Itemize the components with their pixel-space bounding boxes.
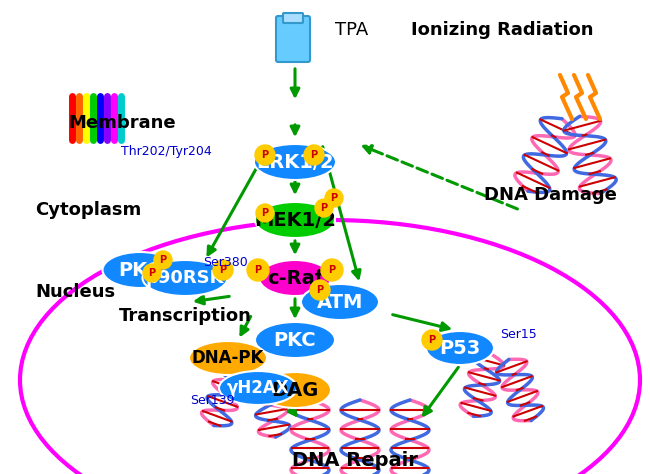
Text: P: P: [254, 265, 261, 275]
Circle shape: [304, 145, 324, 165]
Ellipse shape: [103, 252, 177, 288]
Text: P: P: [261, 208, 268, 218]
Text: ATM: ATM: [317, 292, 363, 311]
Text: PKC: PKC: [119, 261, 161, 280]
Circle shape: [310, 280, 330, 300]
Text: Nucleus: Nucleus: [35, 283, 115, 301]
Circle shape: [321, 259, 343, 281]
Circle shape: [154, 251, 172, 269]
Circle shape: [143, 264, 161, 282]
Text: P: P: [159, 255, 166, 265]
Text: P: P: [320, 203, 328, 213]
Text: Cytoplasm: Cytoplasm: [35, 201, 141, 219]
Text: Ionizing Radiation: Ionizing Radiation: [411, 21, 593, 39]
Text: Ser380: Ser380: [203, 255, 248, 268]
Text: PKC: PKC: [274, 330, 317, 349]
Text: c-Raf: c-Raf: [267, 268, 323, 288]
Ellipse shape: [301, 284, 379, 320]
Text: DNA Damage: DNA Damage: [484, 186, 616, 204]
Ellipse shape: [255, 322, 335, 358]
Text: Thr202/Tyr204: Thr202/Tyr204: [122, 146, 212, 158]
Text: P: P: [220, 265, 227, 275]
Circle shape: [256, 204, 274, 222]
Text: Membrane: Membrane: [68, 114, 176, 132]
Circle shape: [422, 330, 442, 350]
Text: ERK1/2: ERK1/2: [256, 153, 334, 172]
Text: DNA Repair: DNA Repair: [292, 450, 418, 470]
Circle shape: [247, 259, 269, 281]
Circle shape: [325, 189, 343, 207]
FancyBboxPatch shape: [283, 13, 303, 23]
Text: P: P: [317, 285, 324, 295]
Text: TPA: TPA: [335, 21, 369, 39]
Text: P: P: [330, 193, 337, 203]
Text: Ser139: Ser139: [190, 393, 234, 407]
Ellipse shape: [259, 260, 331, 296]
Text: P: P: [311, 150, 318, 160]
Text: Ser15: Ser15: [500, 328, 537, 340]
FancyBboxPatch shape: [276, 16, 310, 62]
Circle shape: [315, 199, 333, 217]
Text: DAG: DAG: [271, 381, 318, 400]
Text: DNA-PK: DNA-PK: [192, 349, 264, 367]
Text: P: P: [148, 268, 155, 278]
Ellipse shape: [189, 341, 267, 375]
Text: Transcription: Transcription: [118, 307, 252, 325]
Ellipse shape: [254, 144, 336, 180]
Ellipse shape: [142, 260, 228, 296]
Text: MEK1/2: MEK1/2: [254, 210, 336, 229]
Ellipse shape: [255, 202, 335, 238]
Text: P: P: [428, 335, 436, 345]
Circle shape: [213, 260, 233, 280]
Text: P: P: [328, 265, 335, 275]
Text: p90RSK: p90RSK: [146, 269, 224, 287]
Text: P53: P53: [439, 338, 480, 357]
Circle shape: [255, 145, 275, 165]
Ellipse shape: [219, 371, 297, 405]
Text: P: P: [261, 150, 268, 160]
Ellipse shape: [426, 331, 494, 365]
Ellipse shape: [259, 372, 331, 408]
Text: γH2AX: γH2AX: [227, 379, 289, 397]
